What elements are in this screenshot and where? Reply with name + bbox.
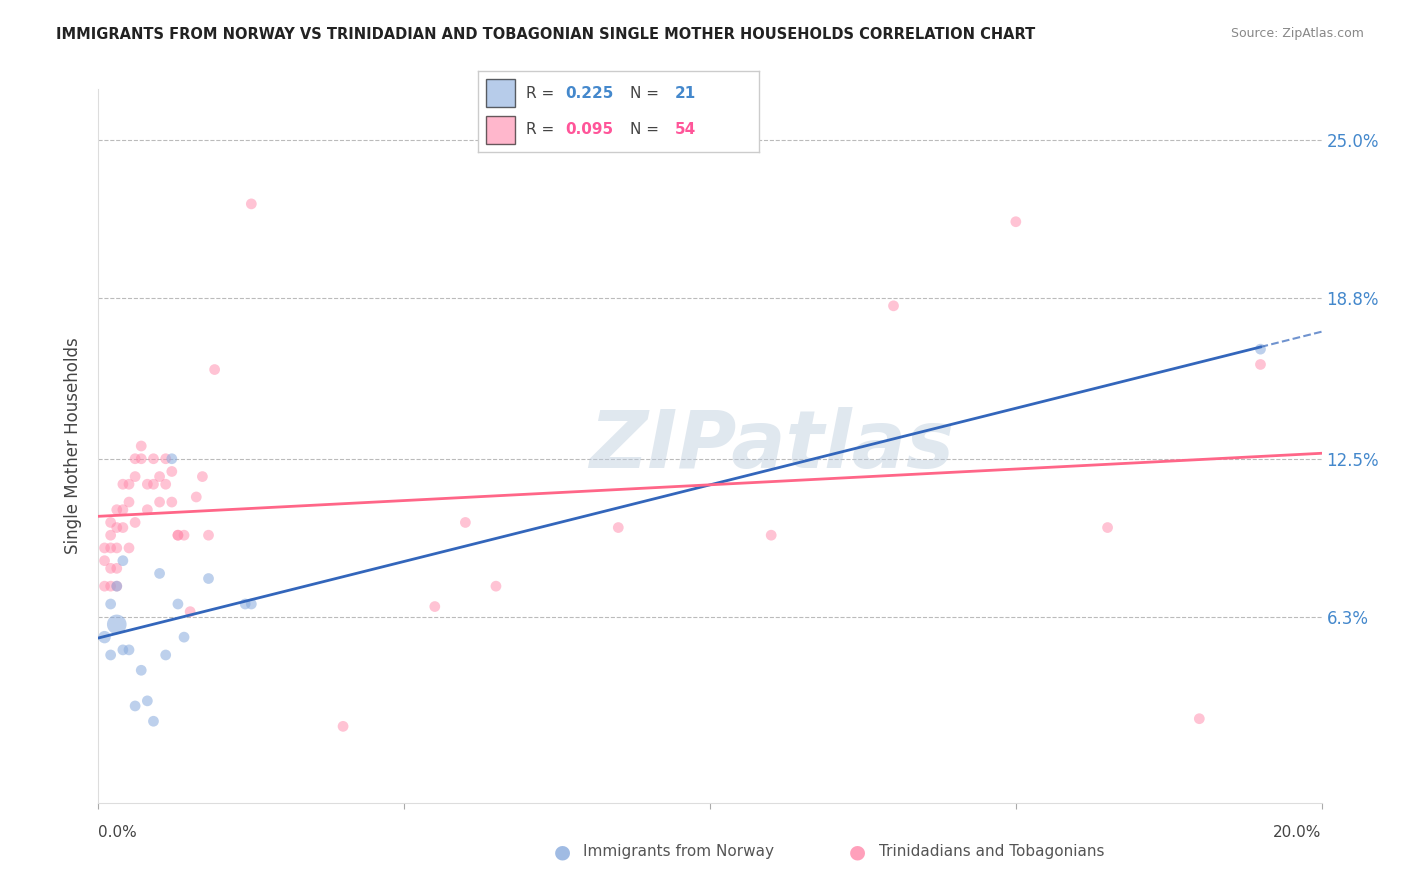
Text: R =: R = [526,122,560,137]
Point [1188,712,1211,726]
Point [423,599,446,614]
Point [100,561,122,575]
Point [118,541,141,555]
Text: ●: ● [849,842,866,862]
Point [129,451,152,466]
Point [173,630,195,644]
Point [186,490,208,504]
Point [454,516,477,530]
Point [136,694,159,708]
Point [167,597,190,611]
Text: 0.095: 0.095 [565,122,613,137]
Point [1249,342,1271,356]
Point [1097,520,1119,534]
Point [105,579,128,593]
Point [105,579,128,593]
Text: ZIPatlas: ZIPatlas [589,407,953,485]
Point [100,648,122,662]
Point [93,554,115,568]
Point [173,528,195,542]
Point [100,528,122,542]
Point [191,469,214,483]
Text: IMMIGRANTS FROM NORWAY VS TRINIDADIAN AND TOBAGONIAN SINGLE MOTHER HOUSEHOLDS CO: IMMIGRANTS FROM NORWAY VS TRINIDADIAN AN… [56,27,1035,42]
Y-axis label: Single Mother Households: Single Mother Households [65,338,83,554]
Point [93,579,115,593]
Point [136,477,159,491]
Point [111,477,134,491]
Point [240,197,263,211]
Point [100,541,122,555]
Point [129,663,152,677]
FancyBboxPatch shape [486,79,515,107]
Point [142,451,165,466]
Point [607,520,630,534]
Point [149,495,172,509]
Point [124,451,146,466]
Point [118,643,141,657]
Text: N =: N = [630,86,664,101]
Point [100,516,122,530]
Text: N =: N = [630,122,664,137]
Point [332,719,354,733]
Point [105,502,128,516]
Text: 21: 21 [675,86,696,101]
Point [142,714,165,729]
Text: ●: ● [554,842,571,862]
Point [149,469,172,483]
Point [197,572,219,586]
Point [155,477,177,491]
Point [105,617,128,632]
Text: 20.0%: 20.0% [1274,825,1322,840]
Point [160,451,183,466]
Text: 54: 54 [675,122,696,137]
Point [118,477,141,491]
Point [124,516,146,530]
Point [204,362,226,376]
Text: Trinidadians and Tobagonians: Trinidadians and Tobagonians [879,845,1104,859]
Point [167,528,190,542]
Point [93,630,115,644]
Point [105,520,128,534]
Text: 0.0%: 0.0% [98,825,138,840]
Point [167,528,190,542]
Point [118,495,141,509]
Point [240,597,263,611]
Point [179,605,201,619]
Point [759,528,782,542]
Point [105,561,128,575]
Point [100,579,122,593]
Point [124,698,146,713]
Point [485,579,508,593]
Text: 0.225: 0.225 [565,86,613,101]
Text: Immigrants from Norway: Immigrants from Norway [583,845,775,859]
Point [136,502,159,516]
Point [111,502,134,516]
Point [100,597,122,611]
Point [105,541,128,555]
Point [197,528,219,542]
Point [155,451,177,466]
Point [124,469,146,483]
Point [1004,215,1026,229]
Point [160,495,183,509]
FancyBboxPatch shape [486,116,515,144]
Point [155,648,177,662]
Point [142,477,165,491]
Text: Source: ZipAtlas.com: Source: ZipAtlas.com [1230,27,1364,40]
Point [1249,358,1271,372]
Point [160,465,183,479]
Point [93,541,115,555]
Point [233,597,256,611]
Point [111,643,134,657]
Text: R =: R = [526,86,560,101]
Point [129,439,152,453]
Point [149,566,172,581]
Point [111,520,134,534]
Point [111,554,134,568]
Point [883,299,905,313]
